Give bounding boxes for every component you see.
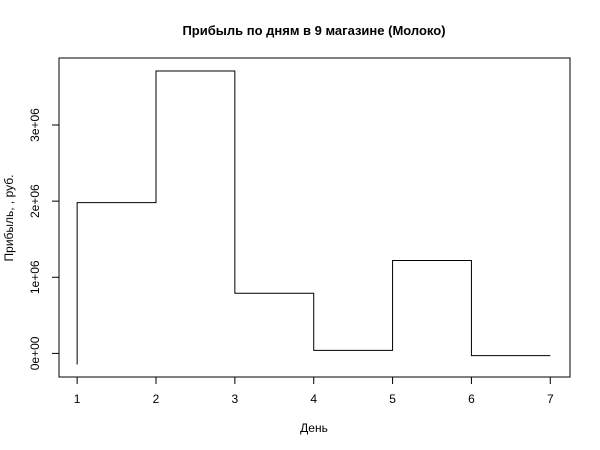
y-tick-label: 1e+06 <box>28 260 42 294</box>
x-tick-label: 5 <box>389 392 396 406</box>
y-tick-label: 3e+06 <box>28 108 42 142</box>
x-tick-label: 7 <box>547 392 554 406</box>
x-tick-label: 3 <box>232 392 239 406</box>
chart-title: Прибыль по дням в 9 магазине (Молоко) <box>182 23 445 38</box>
x-tick-label: 2 <box>153 392 160 406</box>
y-tick-label: 0e+00 <box>28 336 42 370</box>
y-tick-label: 2e+06 <box>28 184 42 218</box>
x-tick-label: 4 <box>310 392 317 406</box>
x-tick-label: 1 <box>74 392 81 406</box>
y-axis-label: Прибыль, , руб. <box>2 175 16 262</box>
x-axis-label: День <box>300 421 328 435</box>
step-line <box>76 70 551 365</box>
x-tick-label: 6 <box>468 392 475 406</box>
